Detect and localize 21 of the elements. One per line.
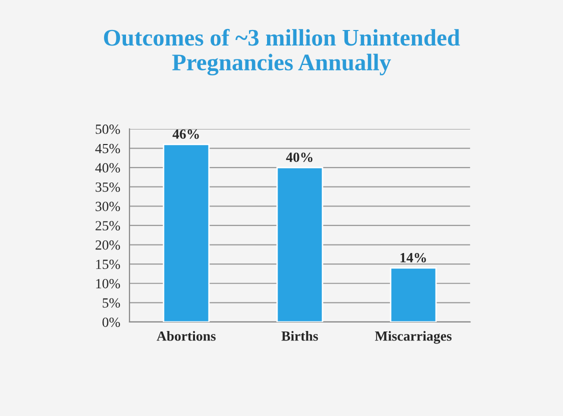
y-tick-label: 35% [96,182,120,192]
x-tick-label: Abortions [156,331,216,341]
y-tick-label: 0% [102,318,120,327]
y-tick-label: 10% [96,278,120,288]
data-label: 40% [286,152,312,162]
data-label: 14% [400,252,426,262]
bar [276,166,324,322]
y-tick-label: 25% [96,221,120,230]
y-tick-label: 50% [96,124,120,134]
y-tick-label: 45% [95,144,120,154]
x-tick-label: Miscarriages [375,331,452,344]
x-tick-label: Births [282,331,318,341]
bar [162,144,210,322]
y-tick-label: 5% [102,298,120,308]
y-tick-label: 20% [96,240,120,250]
y-tick-label: 30% [96,202,120,212]
chart-title: Outcomes of ~3 million Unintended Pregnancies Annually [104,28,460,76]
y-tick-label: 15% [96,260,120,270]
y-tick-label: 40% [95,163,120,173]
bar [390,267,437,322]
data-label: 46% [172,129,199,139]
